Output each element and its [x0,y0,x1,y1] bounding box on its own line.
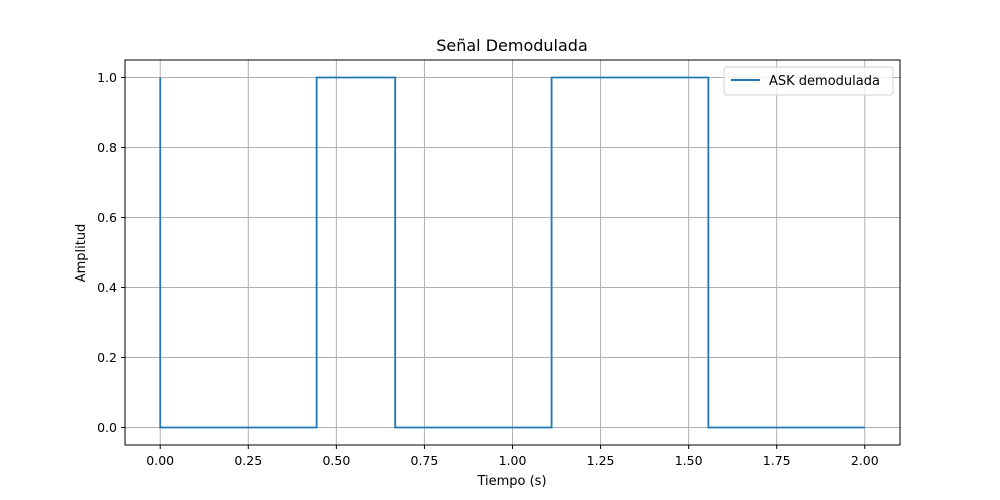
x-tick-label: 0.25 [234,453,262,468]
y-tick-label: 0.2 [97,350,117,365]
x-tick-label: 1.50 [675,453,703,468]
x-tick-label: 2.00 [851,453,879,468]
x-axis: 0.00 0.25 0.50 0.75 1.00 1.25 1.50 1.75 2.00 [146,445,879,468]
y-tick-label: 0.0 [97,420,117,435]
y-axis-label: Amplitud [74,224,89,283]
x-tick-label: 1.25 [587,453,615,468]
chart-title: Señal Demodulada [436,36,588,55]
y-tick-label: 1.0 [97,70,117,85]
series-line [159,76,865,429]
y-tick-label: 0.4 [97,280,117,295]
x-axis-label: Tiempo (s) [476,474,546,489]
y-tick-label: 0.8 [97,140,117,155]
grid [125,60,900,445]
x-tick-label: 0.50 [322,453,350,468]
legend-label: ASK demodulada [769,74,880,89]
legend: ASK demodulada [723,66,894,96]
x-tick-label: 1.75 [763,453,791,468]
plot-area [159,76,865,429]
y-tick-label: 0.6 [97,210,117,225]
x-tick-label: 0.00 [146,453,174,468]
x-tick-label: 0.75 [411,453,439,468]
legend-box [723,66,894,96]
x-tick-label: 1.00 [499,453,527,468]
y-axis: 0.0 0.2 0.4 0.6 0.8 1.0 [97,70,125,435]
